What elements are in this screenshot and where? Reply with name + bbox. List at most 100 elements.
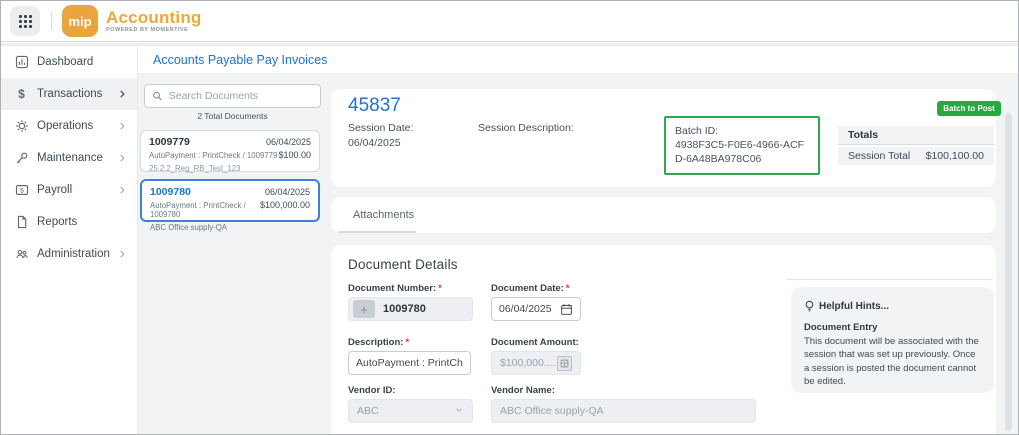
document-count: 2 Total Documents	[197, 111, 268, 121]
session-date-label: Session Date:	[348, 122, 414, 134]
search-box[interactable]	[144, 84, 321, 108]
document-date-value: 06/04/2025	[499, 303, 552, 315]
document-amount: $100.00	[278, 150, 311, 160]
header-separator	[1, 43, 1018, 46]
plus-button[interactable]: +	[353, 300, 375, 318]
document-date-label: Document Date: *	[491, 283, 570, 294]
document-date: 06/04/2025	[265, 137, 311, 147]
search-icon	[153, 91, 162, 101]
session-total-value: $100,100.00	[925, 150, 984, 162]
batch-id-highlight-box: Batch ID: 4938F3C5-F0E6-4966-ACFD-6A48BA…	[664, 116, 820, 175]
chevron-down-icon	[454, 405, 464, 418]
document-note: ABC Office supply-QA	[150, 223, 227, 232]
dollar-icon: $	[18, 87, 25, 101]
topbar-divider	[51, 12, 52, 30]
vendor-name-value: ABC Office supply-QA	[500, 405, 604, 417]
vendor-id-select: ABC	[348, 399, 473, 423]
attachments-card: Attachments	[331, 197, 996, 233]
vendor-name-label: Vendor Name:	[491, 385, 555, 396]
document-amount: $100,000.00	[259, 200, 310, 210]
document-icon	[14, 215, 29, 230]
document-number: 1009779	[149, 136, 190, 148]
grid-icon	[18, 14, 32, 28]
document-list-item[interactable]: 1009779 06/04/2025 AutoPayment : PrintCh…	[140, 130, 320, 173]
payroll-icon: $	[14, 183, 29, 198]
hints-title: Helpful Hints...	[804, 300, 981, 313]
sidebar-item-operations[interactable]: Operations	[1, 110, 137, 142]
tab-indicator	[338, 231, 416, 233]
brand-block: Accounting POWERED BY MOMENTIVE	[106, 9, 202, 34]
document-description: AutoPayment : PrintCheck / 1009779	[149, 151, 278, 160]
document-number: 1009780	[150, 186, 191, 198]
sidebar-item-payroll[interactable]: $ Payroll	[1, 174, 137, 206]
document-description: AutoPayment : PrintCheck / 1009780	[150, 201, 246, 219]
document-list-item-selected[interactable]: 1009780 06/04/2025 AutoPayment : PrintCh…	[140, 179, 320, 232]
hints-subtitle: Document Entry	[804, 322, 878, 333]
document-amount-field: $100,000....	[491, 351, 581, 375]
chevron-right-icon	[117, 121, 127, 131]
batch-id-value: 4938F3C5-F0E6-4966-ACFD-6A48BA978C06	[675, 139, 804, 166]
document-amount-label: Document Amount:	[491, 337, 579, 348]
svg-text:$: $	[20, 187, 24, 194]
vendor-name-field: ABC Office supply-QA	[491, 399, 756, 423]
totals-header: Totals	[838, 126, 994, 145]
description-field[interactable]	[348, 351, 471, 375]
chevron-right-icon	[117, 185, 127, 195]
brand-tagline: POWERED BY MOMENTIVE	[106, 26, 189, 33]
hints-divider	[787, 279, 993, 280]
sidebar: Dashboard $ Transactions Operations Main…	[1, 46, 138, 434]
session-total-label: Session Total	[848, 150, 911, 162]
document-details-heading: Document Details	[348, 257, 458, 272]
helpful-hints-panel: Helpful Hints... Document Entry This doc…	[791, 287, 994, 393]
document-number-field: + 1009780	[348, 297, 473, 321]
app-launcher-button[interactable]	[10, 6, 40, 36]
gear-icon	[14, 119, 29, 134]
session-description-label: Session Description:	[478, 122, 574, 134]
tab-attachments[interactable]: Attachments	[353, 209, 415, 221]
session-header-card: 45837 Session Date: 06/04/2025 Session D…	[331, 89, 1001, 187]
app-name: Accounting	[106, 7, 202, 27]
session-id: 45837	[348, 95, 401, 116]
title-band: Accounts Payable Pay Invoices	[138, 46, 1018, 73]
page-title: Accounts Payable Pay Invoices	[153, 52, 328, 67]
search-input[interactable]	[168, 90, 313, 102]
sidebar-item-maintenance[interactable]: Maintenance	[1, 142, 137, 174]
description-label: Description: *	[348, 337, 410, 348]
calculator-icon	[557, 355, 572, 371]
sidebar-item-dashboard[interactable]: Dashboard	[1, 46, 137, 78]
document-details-card: Document Details Document Number: * + 100…	[331, 245, 996, 434]
document-amount-value: $100,000....	[500, 357, 556, 369]
description-input[interactable]	[356, 357, 463, 369]
session-date-value: 06/04/2025	[348, 137, 401, 149]
document-date: 06/04/2025	[264, 187, 310, 197]
dashboard-icon	[14, 55, 29, 70]
document-number-label: Document Number: *	[348, 283, 442, 294]
lightbulb-icon	[805, 300, 814, 312]
document-note: 25.2.2_Reg_RB_Test_123	[149, 164, 241, 173]
people-icon	[14, 247, 29, 262]
chevron-right-icon	[117, 249, 127, 259]
mip-logo: mip	[62, 5, 98, 37]
wrench-icon	[14, 151, 29, 166]
required-mark: *	[565, 283, 570, 294]
top-bar: mip Accounting POWERED BY MOMENTIVE	[1, 1, 1018, 42]
vendor-id-label: Vendor ID:	[348, 385, 396, 396]
chevron-right-icon	[117, 153, 127, 163]
batch-id-label: Batch ID:	[675, 125, 719, 137]
chevron-right-icon	[117, 89, 127, 99]
document-date-field[interactable]: 06/04/2025	[491, 297, 581, 321]
document-number-value: 1009780	[383, 303, 426, 315]
hints-body: This document will be associated with th…	[804, 336, 979, 387]
vertical-scrollbar[interactable]	[1005, 113, 1012, 431]
totals-row: Session Total $100,100.00	[838, 147, 994, 165]
calendar-icon[interactable]	[560, 303, 573, 316]
sidebar-item-transactions[interactable]: $ Transactions	[1, 78, 137, 110]
totals-panel: Totals Session Total $100,100.00	[838, 126, 994, 165]
vendor-id-value: ABC	[357, 405, 379, 417]
sidebar-item-administration[interactable]: Administration	[1, 238, 137, 270]
sidebar-item-reports[interactable]: Reports	[1, 206, 137, 238]
required-mark: *	[438, 283, 442, 294]
required-mark: *	[405, 337, 410, 348]
batch-to-post-button[interactable]: Batch to Post	[937, 101, 1001, 116]
